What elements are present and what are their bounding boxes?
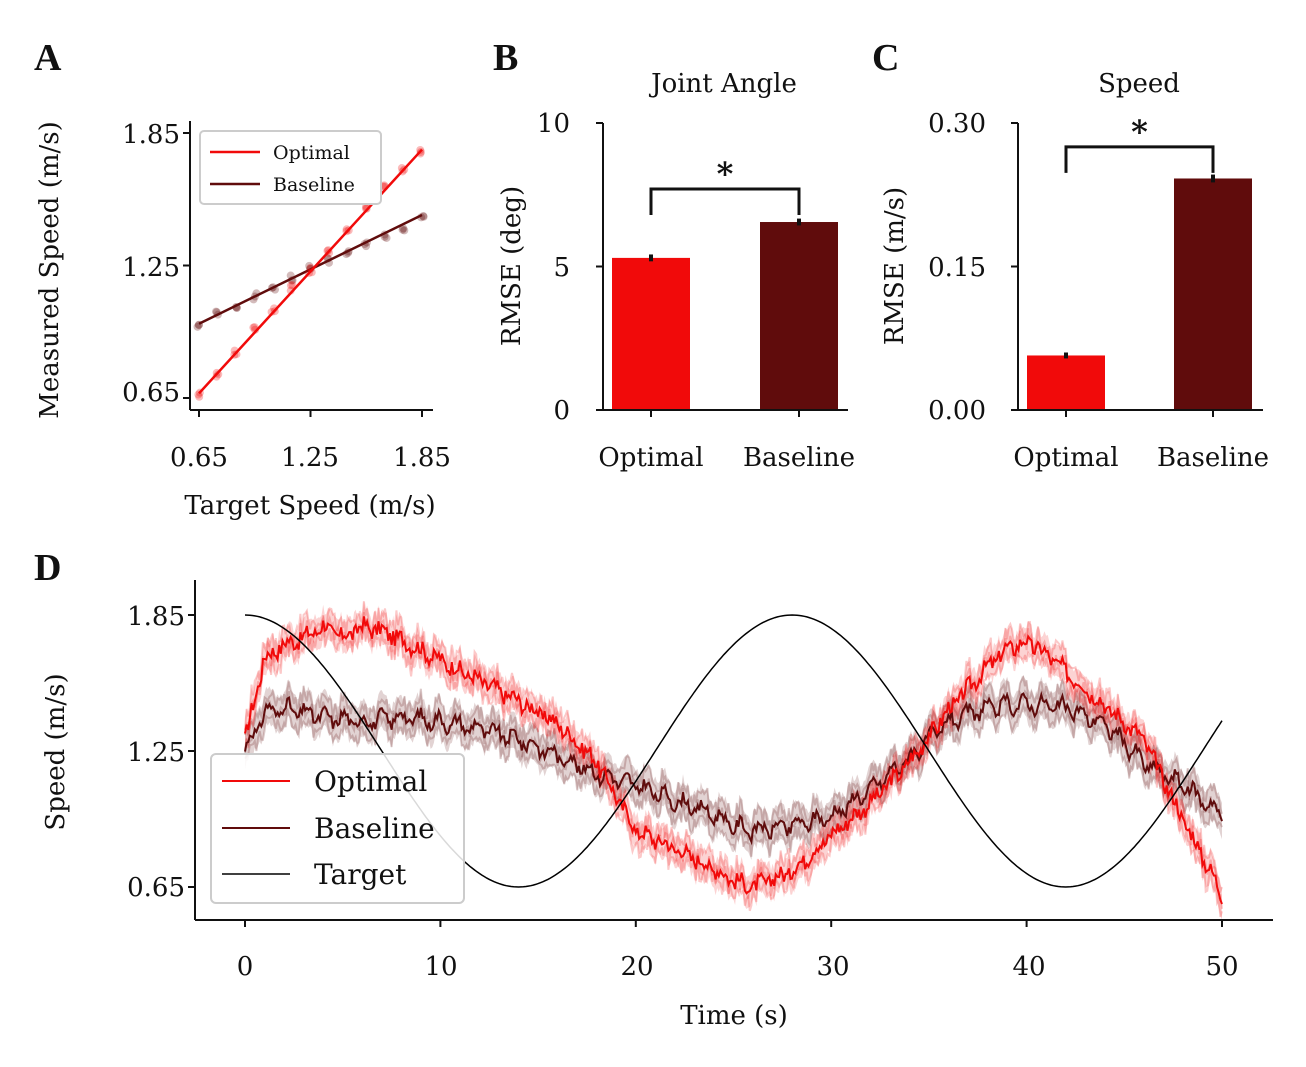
b-xtick-label: Optimal [598,443,703,473]
a-point-optimal [195,392,204,401]
c-significance-star: * [1131,113,1148,151]
panel-label-a: A [34,37,62,79]
b-ytick-label: 10 [537,109,570,139]
d-trial-trace-optimal [244,612,1223,909]
d-line-optimal [244,616,1223,905]
d-legend-box [210,753,465,904]
a-point-optimal [249,323,258,332]
a-legend-label-optimal: Optimal [273,142,350,164]
a-ytick-label: 1.85 [122,120,180,150]
a-legend-box [199,130,382,205]
c-y-axis-label: RMSE (m/s) [880,187,910,345]
b-title: Joint Angle [648,69,797,99]
d-band-baseline [245,675,1222,860]
a-point-optimal [416,149,425,158]
d-legend-label-target: Target [314,858,407,891]
a-fit-line-optimal [198,148,423,395]
a-xtick-label: 1.85 [393,443,451,473]
d-trial-trace-baseline [244,688,1223,844]
a-xtick-label: 1.25 [281,443,339,473]
d-line-baseline [244,690,1223,846]
d-trial-trace-optimal [244,622,1223,918]
a-x-axis-label: Target Speed (m/s) [184,491,435,521]
a-point-optimal [307,268,316,277]
c-ytick-label: 0.15 [928,253,986,283]
a-point-optimal [267,307,276,316]
panel-label-b: B [493,37,518,79]
b-bar-optimal [612,257,690,410]
c-bar-optimal [1027,355,1105,410]
a-y-axis-label: Measured Speed (m/s) [35,121,65,419]
panel-c-bar: Speed * 0.00 0.15 0.30 Optimal Baseline … [880,69,1269,473]
d-xtick-label: 20 [620,952,653,982]
d-legend-label-baseline: Baseline [314,812,435,845]
a-point-optimal [286,281,295,290]
d-trial-trace-baseline [244,675,1223,833]
a-xtick-label: 0.65 [170,443,228,473]
b-significance-bracket [649,187,801,216]
a-ytick-label: 1.25 [122,253,180,283]
a-legend-label-baseline: Baseline [273,174,355,196]
b-ytick-label: 5 [553,253,570,283]
panel-label-c: C [872,37,899,79]
a-point-baseline [382,233,391,242]
d-trial-trace-optimal [244,601,1223,895]
c-ytick-label: 0.00 [928,396,986,426]
panel-d-line: 0.65 1.25 1.85 0 10 20 30 40 50 Time (s)… [41,580,1273,1031]
d-xtick-label: 50 [1205,952,1238,982]
d-xtick-label: 30 [816,952,849,982]
d-ytick-label: 0.65 [127,873,185,903]
a-point-baseline [398,225,407,234]
c-xtick-label: Optimal [1013,443,1118,473]
d-xtick-label: 40 [1012,952,1045,982]
panel-a-scatter: 0.65 1.25 1.85 0.65 1.25 1.85 Target Spe… [35,120,451,521]
b-ytick-label: 0 [553,396,570,426]
d-ytick-label: 1.85 [127,602,185,632]
a-point-baseline [193,322,202,331]
b-y-axis-label: RMSE (deg) [497,186,527,346]
d-xtick-label: 0 [237,952,254,982]
c-ytick-label: 0.30 [928,109,986,139]
panel-b-bar: Joint Angle * 0 5 10 Optimal Baseline RM… [497,69,855,473]
a-fit-line-baseline [198,213,423,325]
d-y-axis-label: Speed (m/s) [41,673,71,830]
panel-label-d: D [34,547,61,589]
d-xtick-label: 10 [424,952,457,982]
b-bar-baseline [760,222,838,410]
a-ytick-label: 0.65 [122,378,180,408]
d-band-optimal [245,600,1222,920]
c-xtick-label: Baseline [1157,443,1269,473]
d-trial-trace-baseline [244,702,1223,858]
b-xtick-label: Baseline [743,443,855,473]
a-point-optimal [251,325,260,334]
d-ytick-label: 1.25 [127,738,185,768]
c-bar-baseline [1174,178,1252,410]
a-point-optimal [214,370,223,379]
d-legend-label-optimal: Optimal [314,765,427,798]
c-significance-bracket [1064,145,1215,173]
d-x-axis-label: Time (s) [680,1001,788,1031]
c-title: Speed [1098,69,1180,99]
b-significance-star: * [717,155,734,193]
a-point-baseline [400,226,409,235]
